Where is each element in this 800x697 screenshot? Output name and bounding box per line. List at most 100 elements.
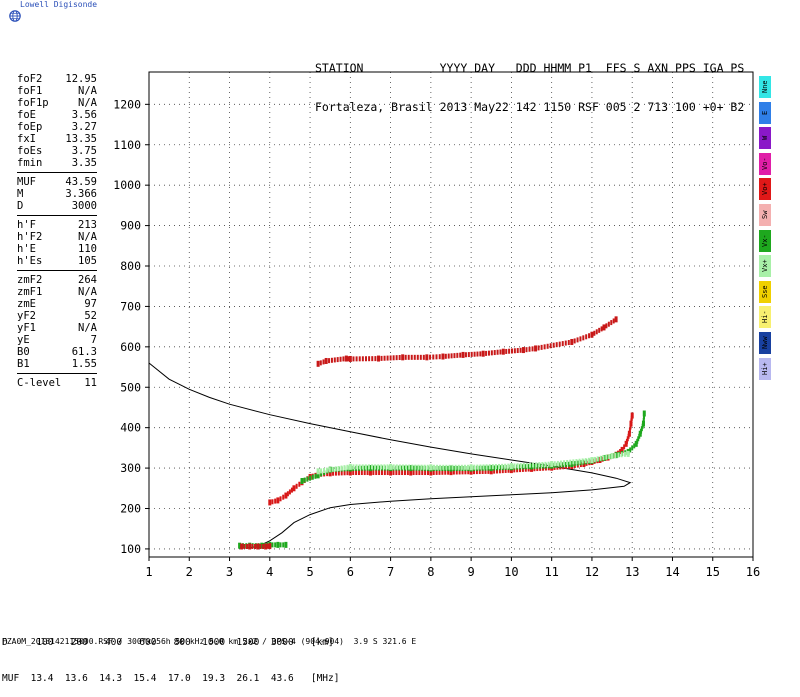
- echo-point: [251, 543, 254, 549]
- echo-point: [595, 329, 598, 335]
- echo-point: [375, 465, 378, 471]
- echo-point: [401, 470, 404, 476]
- legend-label: Sse: [761, 285, 769, 299]
- x-tick-label: 16: [746, 565, 760, 579]
- parameter-separator: [17, 172, 97, 173]
- echo-point: [274, 498, 277, 504]
- echo-point: [579, 336, 582, 342]
- echo-point: [403, 470, 406, 476]
- echo-point: [300, 478, 304, 485]
- echo-point: [643, 414, 646, 420]
- echo-point: [619, 449, 622, 455]
- echo-point: [566, 459, 569, 465]
- echo-point: [530, 463, 534, 470]
- echo-point: [361, 464, 364, 470]
- echo-point: [286, 491, 289, 497]
- echo-point: [404, 354, 407, 360]
- echo-point: [491, 464, 494, 470]
- echo-point: [481, 468, 484, 474]
- echo-point: [279, 496, 282, 502]
- parameter-row: foEp 3.27: [17, 121, 97, 133]
- echo-point: [411, 464, 414, 470]
- echo-point: [498, 463, 501, 469]
- legend-label: Hi+: [761, 362, 769, 375]
- echo-point: [348, 355, 352, 362]
- echo-point: [610, 452, 614, 459]
- echo-point: [487, 350, 490, 356]
- parameter-value: 11: [84, 377, 97, 389]
- echo-point: [457, 464, 460, 470]
- echo-point: [630, 418, 633, 424]
- station-header: STATION YYYY DAY DDD HHMM P1 FFS S AXN P…: [315, 36, 744, 127]
- echo-point: [476, 351, 479, 357]
- echo-point: [316, 360, 320, 367]
- echo-point: [485, 350, 488, 356]
- echo-point: [459, 352, 462, 358]
- parameter-label: B1: [17, 358, 30, 370]
- echo-point: [547, 461, 550, 467]
- echo-point: [509, 463, 513, 470]
- echo-point: [386, 470, 389, 476]
- echo-point: [372, 465, 375, 471]
- echo-point: [401, 354, 405, 361]
- echo-point: [344, 355, 348, 362]
- echo-point: [499, 349, 502, 355]
- legend-swatch: Sw: [759, 203, 771, 226]
- echo-point: [256, 543, 260, 550]
- echo-point: [467, 352, 470, 358]
- echo-point: [314, 473, 317, 479]
- echo-point: [629, 420, 633, 427]
- legend-label: Sw: [761, 210, 769, 220]
- echo-point: [363, 465, 366, 471]
- x-tick-label: 3: [226, 565, 233, 579]
- parameter-row: D 3000: [17, 200, 97, 212]
- polarization-legend: Nne E W Vo- Vo+ Sw Vx- Vx+ Sse Hi- Nww Hi+: [759, 76, 772, 383]
- parameter-label: foF1: [17, 85, 43, 97]
- parameter-label: zmF2: [17, 274, 43, 286]
- echo-point: [637, 436, 640, 442]
- echo-point: [488, 464, 491, 470]
- parameter-label: foEp: [17, 121, 43, 133]
- echo-point: [463, 464, 466, 470]
- parameter-value: N/A: [78, 231, 97, 243]
- echo-point: [389, 355, 392, 361]
- parameter-value: 97: [84, 298, 97, 310]
- parameter-row: C-level 11: [17, 377, 97, 389]
- echo-point: [501, 468, 504, 474]
- echo-point: [617, 452, 620, 458]
- echo-point: [415, 465, 418, 471]
- parameter-label: D: [17, 200, 24, 212]
- echo-point: [605, 323, 608, 329]
- echo-point: [398, 464, 401, 470]
- parameter-row: zmF2 264: [17, 274, 97, 286]
- parameter-label: foEs: [17, 145, 43, 157]
- echo-point: [524, 466, 527, 472]
- echo-point: [371, 356, 374, 362]
- echo-point: [346, 464, 349, 470]
- profile-curve: [148, 362, 632, 549]
- y-tick-label: 1200: [113, 97, 141, 111]
- echo-point: [407, 354, 410, 360]
- echo-point: [470, 351, 473, 357]
- echo-point: [534, 345, 538, 352]
- echo-point: [320, 471, 323, 477]
- echo-point: [326, 471, 329, 477]
- echo-point: [284, 541, 288, 548]
- parameter-label: yF2: [17, 310, 36, 322]
- echo-point: [467, 464, 470, 470]
- echo-point: [268, 499, 272, 506]
- y-tick-label: 800: [120, 259, 141, 273]
- echo-point: [559, 460, 562, 466]
- parameter-value: N/A: [78, 322, 97, 334]
- echo-point: [469, 468, 473, 475]
- echo-point: [374, 356, 377, 362]
- echo-point: [319, 360, 322, 366]
- echo-point: [358, 464, 361, 470]
- legend-label: E: [761, 110, 769, 115]
- echo-point: [403, 465, 406, 471]
- globe-icon: [9, 10, 21, 22]
- echo-point: [456, 352, 459, 358]
- echo-point: [435, 354, 438, 360]
- parameter-value: 52: [84, 310, 97, 322]
- echo-point: [564, 340, 567, 346]
